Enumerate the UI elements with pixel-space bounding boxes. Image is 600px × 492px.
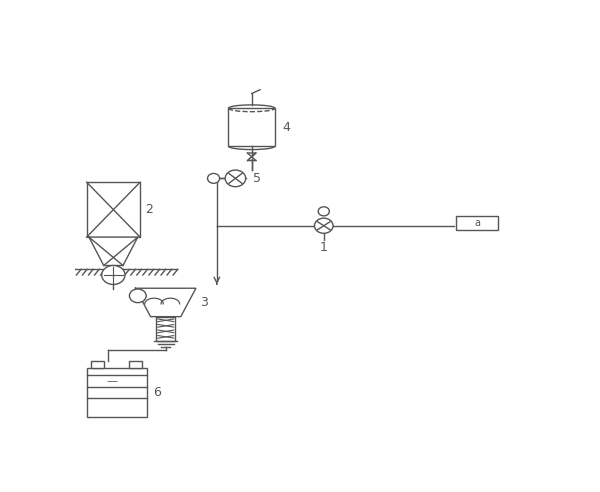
Text: 5: 5 [253,172,260,185]
Bar [130,361,142,368]
Text: 1: 1 [320,241,328,254]
Text: a: a [474,218,480,228]
Circle shape [208,174,220,184]
Text: 6: 6 [152,386,161,399]
Circle shape [130,289,146,303]
Bar [157,317,175,341]
Bar [91,361,104,368]
Circle shape [102,266,125,284]
Bar [86,368,147,417]
Bar [86,182,140,237]
Polygon shape [89,237,138,266]
Bar [456,216,498,230]
Polygon shape [136,288,196,317]
Bar [229,108,275,146]
Text: —: — [106,376,117,387]
Text: 2: 2 [145,203,152,216]
Circle shape [225,170,245,186]
Circle shape [314,218,333,233]
Circle shape [318,207,329,216]
Text: 4: 4 [282,121,290,134]
Text: 3: 3 [200,296,208,309]
